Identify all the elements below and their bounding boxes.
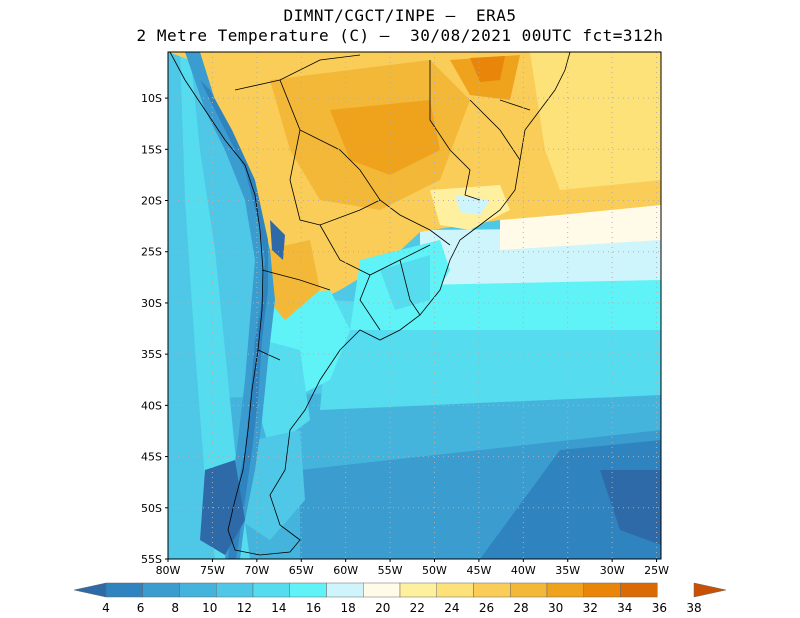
colorbar-label: 30 xyxy=(548,601,563,615)
lon-tick-label: 40W xyxy=(511,564,536,577)
longitude-labels: 80W 75W 70W 65W 60W 55W 50W 45W 40W 35W 30W 25W xyxy=(156,559,669,577)
colorbar xyxy=(73,582,727,598)
lon-tick-label: 45W xyxy=(466,564,491,577)
lon-tick-label: 80W xyxy=(156,564,181,577)
lon-tick-label: 75W xyxy=(200,564,225,577)
map-frame xyxy=(167,51,662,560)
colorbar-swatch xyxy=(436,582,474,598)
colorbar-label: 8 xyxy=(171,601,179,615)
lon-tick-label: 55W xyxy=(378,564,403,577)
colorbar-label: 38 xyxy=(686,601,701,615)
colorbar-label: 28 xyxy=(513,601,528,615)
lat-tick-label: 50S xyxy=(141,502,162,515)
colorbar-swatch xyxy=(105,582,143,598)
chart-title-line-2: 2 Metre Temperature (C) – 30/08/2021 00U… xyxy=(136,26,664,45)
lon-tick-label: 25W xyxy=(644,564,669,577)
colorbar-swatch xyxy=(289,582,327,598)
lat-tick-label: 25S xyxy=(141,246,162,259)
colorbar-label: 32 xyxy=(583,601,598,615)
lon-tick-label: 30W xyxy=(600,564,625,577)
colorbar-swatch xyxy=(510,582,548,598)
colorbar-labels: 4 6 8 10 12 14 16 18 20 22 24 26 28 30 32 34 36 38 xyxy=(102,601,701,615)
colorbar-label: 14 xyxy=(271,601,286,615)
colorbar-swatch xyxy=(216,582,254,598)
lat-tick-label: 10S xyxy=(141,92,162,105)
colorbar-swatch xyxy=(73,582,107,598)
lat-tick-label: 40S xyxy=(141,399,162,412)
lon-tick-label: 35W xyxy=(555,564,580,577)
colorbar-swatch xyxy=(693,582,727,598)
colorbar-label: 16 xyxy=(306,601,321,615)
lat-tick-label: 20S xyxy=(141,195,162,208)
colorbar-swatch xyxy=(326,582,364,598)
colorbar-swatch xyxy=(142,582,180,598)
lat-tick-label: 15S xyxy=(141,143,162,156)
country-borders xyxy=(169,52,571,556)
colorbar-swatch xyxy=(179,582,217,598)
latitude-labels: 10S 15S 20S 25S 30S 35S 40S 45S 50S 55S xyxy=(141,92,168,566)
lon-tick-label: 60W xyxy=(333,564,358,577)
lat-tick-label: 35S xyxy=(141,348,162,361)
colorbar-label: 22 xyxy=(410,601,425,615)
colorbar-swatch xyxy=(252,582,290,598)
lat-tick-label: 30S xyxy=(141,297,162,310)
colorbar-label: 4 xyxy=(102,601,110,615)
colorbar-swatch xyxy=(583,582,621,598)
temperature-field xyxy=(168,52,661,559)
colorbar-swatch xyxy=(546,582,584,598)
colorbar-swatch xyxy=(399,582,437,598)
colorbar-label: 24 xyxy=(444,601,459,615)
colorbar-label: 20 xyxy=(375,601,390,615)
grid-lines xyxy=(168,52,661,559)
colorbar-label: 10 xyxy=(202,601,217,615)
colorbar-label: 12 xyxy=(237,601,252,615)
lon-tick-label: 65W xyxy=(289,564,314,577)
colorbar-label: 26 xyxy=(479,601,494,615)
colorbar-label: 36 xyxy=(652,601,667,615)
colorbar-swatch xyxy=(363,582,401,598)
lat-tick-label: 45S xyxy=(141,451,162,464)
colorbar-swatch xyxy=(473,582,511,598)
colorbar-label: 18 xyxy=(340,601,355,615)
colorbar-swatch xyxy=(620,582,658,598)
lon-tick-label: 50W xyxy=(422,564,447,577)
colorbar-label: 6 xyxy=(137,601,145,615)
lon-tick-label: 70W xyxy=(244,564,269,577)
chart-title-line-1: DIMNT/CGCT/INPE – ERA5 xyxy=(283,6,517,25)
colorbar-label: 34 xyxy=(617,601,632,615)
lat-tick-label: 55S xyxy=(141,553,162,566)
